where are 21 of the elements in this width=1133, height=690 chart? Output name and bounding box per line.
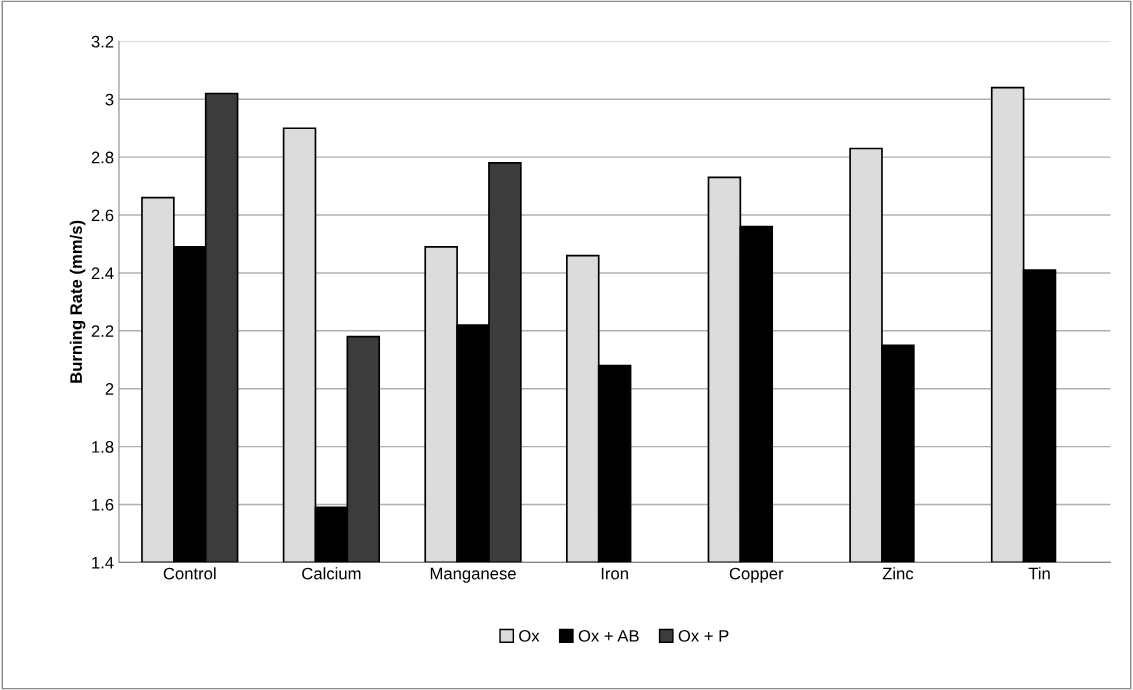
legend-label: Ox [519,629,540,642]
x-tick-label: Copper [729,567,784,583]
y-tick-label: 2.6 [91,209,114,222]
legend-label: Ox + P [678,629,729,642]
y-tick-label: 1.6 [92,498,114,511]
y-tick-label: 3.2 [91,35,114,48]
y-tick-label: 1.8 [92,440,114,453]
x-tick-label: Tin [1028,567,1050,580]
y-tick-label: 3 [105,93,114,106]
y-tick-label: 2.4 [91,267,114,279]
y-tick-label: 2 [105,383,114,395]
x-tick-label: Manganese [430,567,516,583]
y-axis-title: Burning Rate (mm/s) [69,220,86,383]
y-tick-label: 2.2 [91,325,114,337]
y-tick-label: 2.8 [91,151,114,164]
legend-label: Ox + AB [578,629,639,642]
x-tick-label: Iron [601,567,628,580]
x-tick-label: Calcium [302,567,361,580]
x-tick-label: Control [163,567,216,580]
y-tick-label: 1.4 [92,556,114,569]
x-tick-label: Zinc [882,567,914,580]
